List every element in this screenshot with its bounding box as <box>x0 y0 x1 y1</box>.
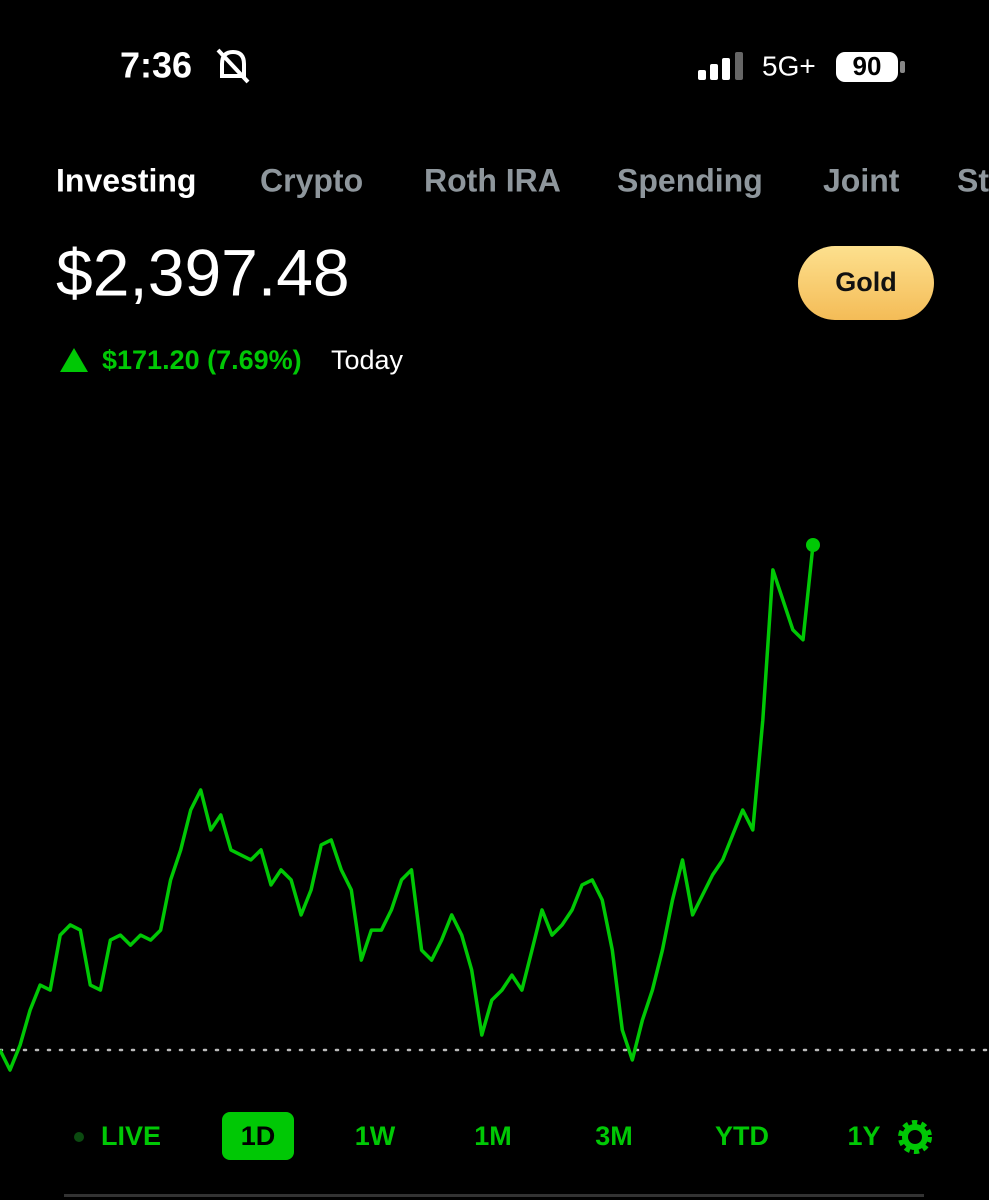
gold-button[interactable]: Gold <box>798 246 934 320</box>
settings-icon[interactable] <box>898 1120 932 1154</box>
range-button[interactable]: 1W <box>355 1121 396 1151</box>
chart <box>0 538 989 1072</box>
gold-button-bg[interactable] <box>798 246 934 320</box>
range-button[interactable]: 3M <box>595 1121 633 1151</box>
range-button[interactable]: LIVE <box>101 1121 161 1151</box>
tab[interactable]: Crypto <box>260 162 363 198</box>
range-selector: LIVE 1D 1W 1M 3M YTD 1Y <box>74 1112 881 1160</box>
period: Today <box>331 345 404 375</box>
range-button[interactable]: 1Y <box>847 1121 880 1151</box>
range-button[interactable]: YTD <box>715 1121 769 1151</box>
tabs: Investing Crypto Roth IRA Spending Joint St <box>56 162 989 198</box>
battery-tip <box>900 61 905 73</box>
gold-button-label[interactable]: Gold <box>835 267 897 297</box>
tab[interactable]: Roth IRA <box>424 162 561 198</box>
tab[interactable]: Joint <box>823 162 900 198</box>
network: 5G+ <box>762 50 816 81</box>
tab[interactable]: Spending <box>617 162 763 198</box>
range-button[interactable]: 1M <box>474 1121 512 1151</box>
silent-icon <box>216 48 250 84</box>
tab[interactable]: St <box>957 162 989 198</box>
clock: 7:36 <box>120 45 192 86</box>
tab[interactable]: Investing <box>56 162 196 198</box>
last-point <box>806 538 820 552</box>
battery-level: 90 <box>853 51 882 81</box>
price-line <box>0 544 815 1072</box>
battery <box>836 52 898 82</box>
range-button[interactable]: 1D <box>241 1121 276 1151</box>
portfolio-value: $2,397.48 <box>56 235 350 309</box>
up-arrow <box>60 348 88 372</box>
change: $171.20 (7.69%) <box>102 345 302 375</box>
signal-icon <box>698 52 743 80</box>
range-selected-bg[interactable] <box>222 1112 294 1160</box>
divider <box>64 1194 924 1197</box>
live-dot <box>74 1132 84 1142</box>
